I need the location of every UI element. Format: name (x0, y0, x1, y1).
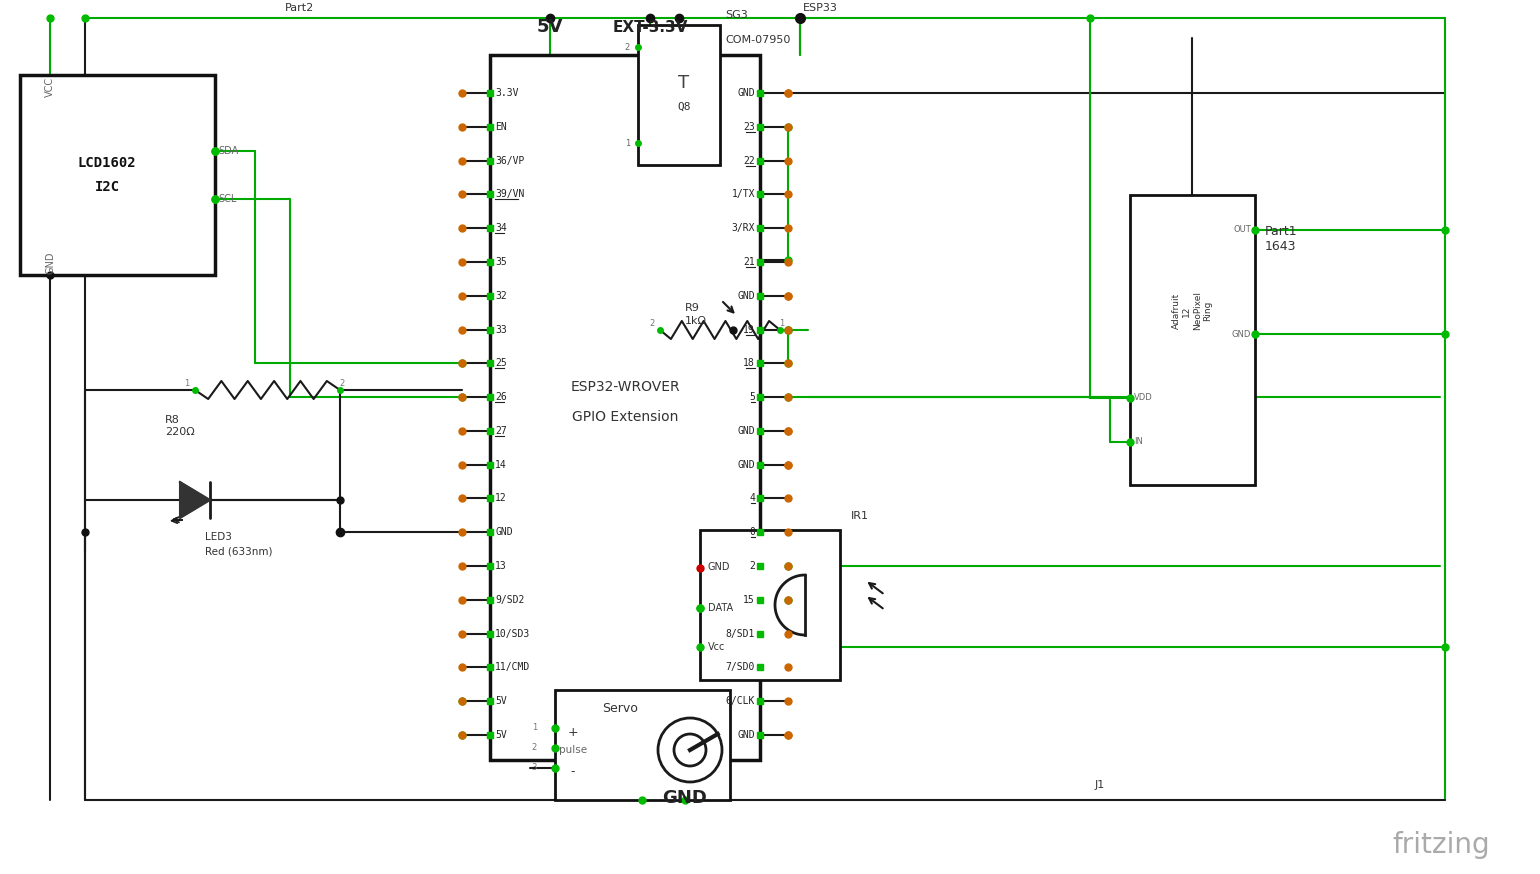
Bar (638, 25, 721, 165)
Text: 1/TX: 1/TX (732, 190, 755, 199)
Text: VDD: VDD (1133, 393, 1153, 403)
Text: GND: GND (45, 252, 55, 274)
Text: SG3: SG3 (725, 10, 748, 20)
Text: COM-07950: COM-07950 (725, 35, 790, 45)
Text: 3/RX: 3/RX (732, 223, 755, 233)
Text: 15: 15 (744, 595, 755, 605)
Text: IN: IN (1133, 437, 1143, 446)
Text: 8/SD1: 8/SD1 (725, 628, 755, 639)
Text: SCL: SCL (219, 194, 236, 204)
Text: 33: 33 (494, 324, 507, 335)
Text: 1: 1 (779, 320, 784, 329)
Text: GND: GND (708, 563, 730, 572)
Text: IR1: IR1 (852, 511, 869, 521)
Text: 10/SD3: 10/SD3 (494, 628, 530, 639)
Text: 2: 2 (339, 379, 345, 389)
Text: 2: 2 (531, 744, 537, 753)
Text: R9: R9 (685, 303, 699, 313)
Text: Vcc: Vcc (708, 642, 725, 652)
Text: I2C: I2C (94, 180, 120, 194)
Text: Adafruit
12
NeoPixel
Ring: Adafruit 12 NeoPixel Ring (1172, 292, 1212, 330)
Text: LCD1602: LCD1602 (77, 156, 137, 170)
Text: OUT: OUT (1234, 225, 1250, 234)
Text: Part2: Part2 (285, 3, 314, 13)
Text: 3.3V: 3.3V (494, 88, 519, 98)
Text: 13: 13 (494, 561, 507, 571)
Text: 6/CLK: 6/CLK (725, 697, 755, 706)
Text: 19: 19 (744, 324, 755, 335)
Text: 39/VN: 39/VN (494, 190, 525, 199)
Text: pulse: pulse (559, 745, 587, 755)
Bar (1130, 195, 1255, 485)
Text: 14: 14 (494, 460, 507, 469)
Text: 22: 22 (744, 156, 755, 165)
Text: T: T (679, 74, 690, 92)
Text: 5V: 5V (494, 697, 507, 706)
Text: GND: GND (738, 291, 755, 301)
Text: 36/VP: 36/VP (494, 156, 525, 165)
Text: VCC: VCC (45, 77, 55, 97)
Polygon shape (180, 482, 209, 518)
Text: 3: 3 (531, 764, 537, 773)
Text: 5V: 5V (537, 18, 564, 36)
Text: GND: GND (738, 426, 755, 436)
Text: 2: 2 (748, 561, 755, 571)
Text: Part1
1643: Part1 1643 (1264, 225, 1298, 253)
Text: GND: GND (662, 789, 707, 807)
Bar (554, 690, 730, 800)
Text: 5V: 5V (494, 730, 507, 740)
Text: 4: 4 (748, 494, 755, 503)
Text: J1: J1 (1095, 780, 1106, 790)
Text: fritzing: fritzing (1392, 831, 1491, 859)
Text: 27: 27 (494, 426, 507, 436)
Text: 7/SD0: 7/SD0 (725, 662, 755, 672)
Text: 12: 12 (494, 494, 507, 503)
Bar (490, 55, 761, 760)
Text: 25: 25 (494, 358, 507, 368)
Text: 34: 34 (494, 223, 507, 233)
Text: 0: 0 (748, 527, 755, 538)
Text: GND: GND (494, 527, 513, 538)
Text: EXT-3.3V: EXT-3.3V (613, 19, 688, 34)
Text: +: + (568, 725, 579, 739)
Text: GND: GND (1232, 329, 1250, 339)
Text: 26: 26 (494, 392, 507, 402)
Text: 35: 35 (494, 257, 507, 267)
Text: Servo: Servo (602, 702, 638, 715)
Text: 23: 23 (744, 121, 755, 132)
Text: 2: 2 (650, 320, 654, 329)
Text: 1: 1 (531, 724, 537, 732)
Text: SDA: SDA (219, 146, 239, 156)
Text: ESP33: ESP33 (802, 3, 838, 13)
Text: 9/SD2: 9/SD2 (494, 595, 525, 605)
Bar (701, 530, 839, 680)
Text: 1: 1 (185, 379, 189, 389)
Text: GND: GND (738, 730, 755, 740)
Text: Q8: Q8 (678, 102, 691, 112)
Text: -: - (571, 766, 576, 779)
Text: GND: GND (738, 460, 755, 469)
Text: GPIO Extension: GPIO Extension (571, 410, 678, 424)
Text: EN: EN (494, 121, 507, 132)
Text: 21: 21 (744, 257, 755, 267)
Text: LED3: LED3 (205, 532, 233, 542)
Text: 5: 5 (748, 392, 755, 402)
Text: 1: 1 (625, 138, 630, 148)
Text: DATA: DATA (708, 603, 733, 613)
Text: 11/CMD: 11/CMD (494, 662, 530, 672)
Bar (20, 75, 216, 275)
Text: 32: 32 (494, 291, 507, 301)
Text: 18: 18 (744, 358, 755, 368)
Text: 1kΩ: 1kΩ (685, 316, 707, 326)
Text: R8
220Ω: R8 220Ω (165, 415, 194, 437)
Text: Red (633nm): Red (633nm) (205, 547, 273, 557)
Text: ESP32-WROVER: ESP32-WROVER (570, 380, 679, 394)
Text: GND: GND (738, 88, 755, 98)
Text: 2: 2 (625, 43, 630, 52)
